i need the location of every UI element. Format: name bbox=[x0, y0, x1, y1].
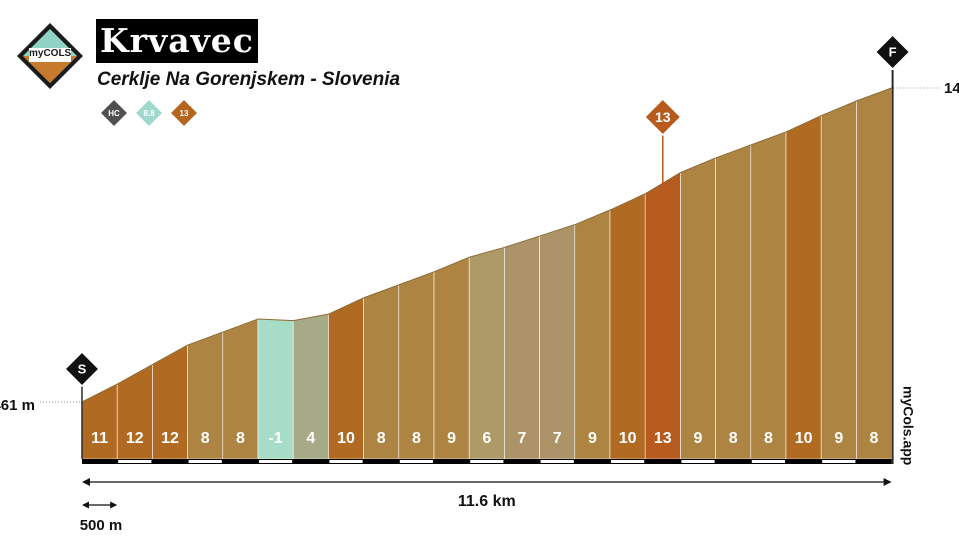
segment-gradient-label: 8 bbox=[412, 430, 421, 447]
climb-segments: 11 12 12 8 8 -1 4 10 8 8 9 6 7 7 9 10 13 9 8 8 10 9 8 bbox=[81, 87, 892, 460]
scale-label: 500 m bbox=[80, 517, 123, 534]
segment-gradient-label: 7 bbox=[518, 430, 527, 447]
difficulty-badge-label: 13 bbox=[180, 109, 189, 118]
segment-bar bbox=[856, 87, 892, 460]
watermark-text: myCols.app bbox=[901, 386, 917, 465]
distance-axis-tick bbox=[822, 460, 856, 463]
segment-bar bbox=[433, 256, 470, 460]
total-distance-label: 11.6 km bbox=[458, 493, 516, 510]
finish-marker-label: F bbox=[889, 45, 897, 60]
segment-gradient-label: 12 bbox=[126, 430, 144, 447]
segment-gradient-label: 9 bbox=[834, 430, 843, 447]
segment-gradient-label: 9 bbox=[447, 430, 456, 447]
segment-bar bbox=[750, 131, 787, 460]
distance-axis-tick bbox=[611, 460, 645, 463]
scale-arrow-head-right bbox=[110, 501, 118, 509]
segment-gradient-label: 10 bbox=[619, 430, 637, 447]
distance-axis-tick bbox=[470, 460, 504, 463]
segment-gradient-label: 12 bbox=[161, 430, 179, 447]
segment-gradient-label: 10 bbox=[795, 430, 813, 447]
distance-axis-tick bbox=[751, 460, 785, 463]
segment-bar bbox=[539, 224, 576, 460]
max-gradient-marker-label: 13 bbox=[655, 109, 671, 125]
distance-axis-tick bbox=[329, 460, 363, 463]
logo-text: myCOLS bbox=[29, 48, 72, 59]
segment-gradient-label: 8 bbox=[377, 430, 386, 447]
start-elevation-label: 461 m bbox=[0, 397, 35, 414]
segment-bar bbox=[609, 193, 646, 460]
segment-gradient-label: 7 bbox=[553, 430, 562, 447]
climb-location: Cerklje Na Gorenjskem - Slovenia bbox=[97, 69, 401, 90]
max-gradient-marker bbox=[643, 97, 682, 137]
segment-gradient-label: 10 bbox=[337, 430, 355, 447]
mycols-logo bbox=[17, 23, 83, 89]
segment-gradient-label: 13 bbox=[654, 430, 672, 447]
segment-gradient-label: -1 bbox=[268, 430, 282, 447]
segment-gradient-label: 8 bbox=[764, 430, 773, 447]
difficulty-badge-label: HC bbox=[108, 109, 120, 118]
segment-bar bbox=[820, 100, 857, 460]
segment-bar bbox=[680, 157, 716, 460]
arrow-head-right bbox=[883, 478, 892, 486]
segment-gradient-label: 8 bbox=[729, 430, 738, 447]
start-marker-label: S bbox=[78, 362, 87, 377]
segment-gradient-label: 6 bbox=[482, 430, 491, 447]
distance-axis-tick bbox=[259, 460, 293, 463]
arrow-head-left bbox=[82, 478, 90, 486]
distance-axis-tick bbox=[118, 460, 152, 463]
distance-axis-tick bbox=[399, 460, 433, 463]
end-elevation-label: 14 bbox=[944, 80, 959, 97]
segment-bar bbox=[574, 209, 611, 460]
segment-bar bbox=[504, 235, 540, 460]
distance-axis bbox=[82, 459, 892, 464]
segment-bar bbox=[644, 172, 681, 460]
segment-bar bbox=[715, 144, 752, 460]
segment-gradient-label: 8 bbox=[201, 430, 210, 447]
segment-gradient-label: 9 bbox=[588, 430, 597, 447]
segment-gradient-label: 8 bbox=[870, 430, 879, 447]
finish-marker bbox=[874, 33, 911, 71]
segment-bar bbox=[468, 247, 505, 460]
scale-arrow-head-left bbox=[82, 501, 89, 509]
climb-title: Krvavec bbox=[96, 19, 258, 63]
segment-gradient-label: 9 bbox=[694, 430, 703, 447]
segment-bar bbox=[81, 383, 118, 460]
segment-gradient-label: 8 bbox=[236, 430, 245, 447]
distance-axis-tick bbox=[540, 460, 574, 463]
chart-annotations: 461 m 14 S F 13 HC 8.8 13 11.6 km 500 m myCols.app bbox=[0, 33, 959, 534]
segment-gradient-label: 4 bbox=[306, 430, 315, 447]
difficulty-badge bbox=[98, 97, 130, 129]
distance-axis-tick bbox=[188, 460, 222, 463]
difficulty-badge bbox=[168, 97, 200, 129]
difficulty-badge-label: 8.8 bbox=[143, 109, 155, 118]
segment-gradient-label: 11 bbox=[91, 430, 108, 447]
profile-line bbox=[81, 87, 892, 403]
difficulty-badge bbox=[133, 97, 165, 129]
distance-axis-tick bbox=[681, 460, 715, 463]
start-marker bbox=[63, 350, 101, 388]
segment-bar bbox=[785, 115, 822, 460]
